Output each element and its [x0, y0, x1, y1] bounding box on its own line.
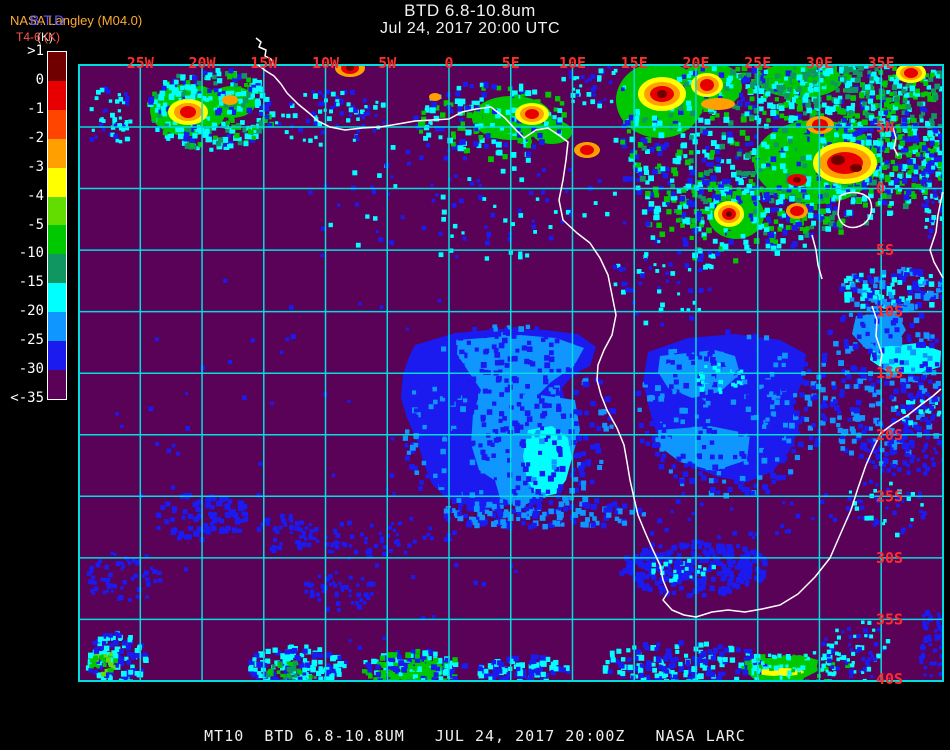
- color-scale: [47, 51, 67, 400]
- color-scale-tick-label: -15: [18, 274, 44, 291]
- latitude-label: 25S: [876, 487, 903, 505]
- scale-units-label: T4-6 (K): [16, 30, 61, 44]
- color-scale-tick-label: -2: [27, 129, 44, 146]
- longitude-label: 35E: [868, 54, 895, 72]
- page-title: BTD 6.8-10.8um Jul 24, 2017 20:00 UTC: [280, 1, 660, 38]
- longitude-label: 15W: [250, 54, 278, 72]
- longitude-label: 10E: [559, 54, 586, 72]
- longitude-label: 25W: [127, 54, 155, 72]
- latitude-label: 40S: [876, 670, 903, 688]
- product-timestamp: Jul 24, 2017 20:00 UTC: [380, 20, 560, 37]
- coastline: [892, 127, 899, 157]
- color-scale-tick-label: -4: [27, 187, 44, 204]
- latitude-label: 20S: [876, 426, 903, 444]
- longitude-label: 5W: [378, 54, 397, 72]
- coastline: [255, 37, 275, 66]
- coastline: [837, 191, 873, 229]
- latitude-label: 0: [876, 180, 885, 198]
- longitude-label: 20W: [188, 54, 216, 72]
- color-scale-tick-label: -30: [18, 361, 44, 378]
- coastline: [929, 191, 944, 279]
- color-scale-tick-label: 0: [35, 71, 44, 88]
- coastline: [871, 305, 883, 367]
- longitude-label: 0: [444, 54, 453, 72]
- color-scale-tick-label: -25: [18, 332, 44, 349]
- latitude-label: 10S: [876, 303, 903, 321]
- color-scale-segment: [48, 283, 66, 313]
- color-scale-tick-label: -3: [27, 158, 44, 175]
- color-scale-segment: [48, 80, 66, 110]
- color-scale-segment: [48, 341, 66, 370]
- color-scale-segment: [48, 196, 66, 226]
- coastline: [257, 64, 942, 618]
- color-scale-tick-label: -20: [18, 303, 44, 320]
- latitude-label: 35S: [876, 610, 903, 628]
- latitude-label: 15S: [876, 364, 903, 382]
- color-scale-segment: [48, 312, 66, 342]
- latitude-label: 30S: [876, 549, 903, 567]
- color-scale-labels: >1 0 -1 -2 -3 -4 -5 -10 -15 -20 -25 -30 <-35: [0, 0, 44, 420]
- color-scale-segment: [48, 109, 66, 139]
- color-scale-segment: [48, 138, 66, 168]
- longitude-label: 5E: [502, 54, 520, 72]
- color-scale-tick-label: -5: [27, 216, 44, 233]
- longitude-label: 25E: [744, 54, 771, 72]
- longitude-label: 10W: [312, 54, 340, 72]
- color-scale-tick-label: -10: [18, 245, 44, 262]
- latitude-label: 5N: [876, 118, 894, 136]
- longitude-label: 30E: [806, 54, 833, 72]
- latitude-label: 5S: [876, 241, 894, 259]
- color-scale-segment: [48, 369, 66, 399]
- color-scale-segment: [48, 167, 66, 197]
- product-title: BTD 6.8-10.8um: [404, 1, 536, 20]
- agency-label: NASA Langley (M04.0): [10, 13, 143, 28]
- color-scale-segment: [48, 254, 66, 284]
- scale-units-overlay: (K): [37, 30, 53, 44]
- product-code-label: B.T.D: [30, 12, 65, 28]
- color-scale-tick-label: >1: [27, 43, 44, 59]
- coastline: [811, 234, 823, 280]
- longitude-label: 15E: [621, 54, 648, 72]
- color-scale-segment: [48, 52, 66, 81]
- color-scale-tick-label: <-35: [10, 390, 44, 406]
- color-scale-tick-label: -1: [27, 100, 44, 117]
- color-scale-segment: [48, 225, 66, 255]
- status-bar: MT10 BTD 6.8-10.8UM JUL 24, 2017 20:00Z …: [204, 727, 746, 745]
- longitude-label: 20E: [682, 54, 709, 72]
